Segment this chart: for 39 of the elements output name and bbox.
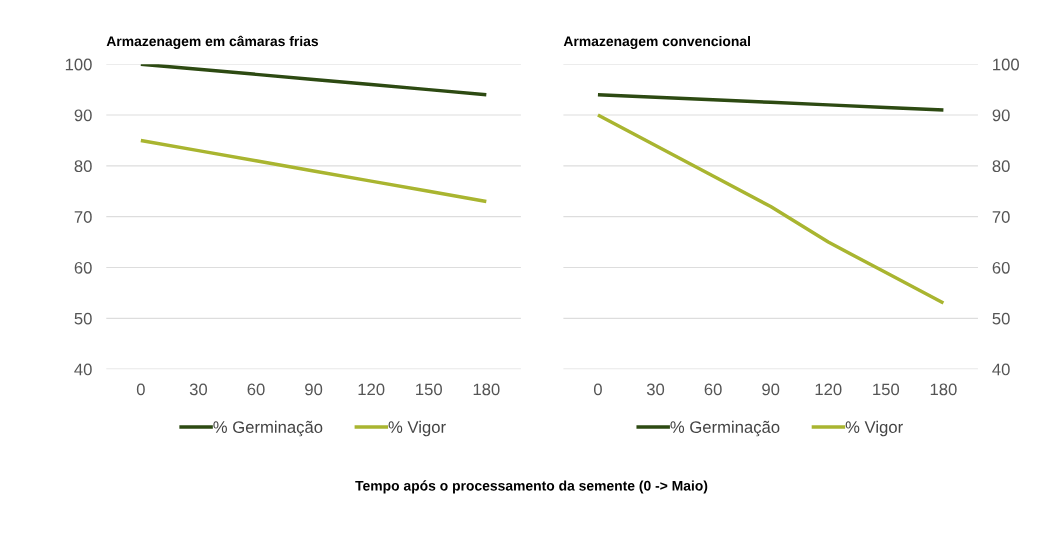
x-tick-label: 30 (646, 383, 665, 396)
y-tick-label: 50 (74, 312, 92, 325)
x-tick-label: 150 (873, 383, 900, 396)
x-tick-label: 120 (358, 383, 385, 396)
y-tick-label: 60 (992, 261, 1010, 274)
y-tick-label: 40 (992, 363, 1010, 376)
line-series (139, 64, 489, 97)
chart-title: Armazenagem convencional (563, 35, 750, 49)
x-tick-label: 0 (136, 383, 145, 396)
line-series (596, 113, 946, 305)
legend-label: % Germinação (213, 420, 323, 437)
y-tick-label: 80 (992, 160, 1010, 173)
line-series (596, 92, 946, 112)
y-tick-label: 70 (992, 211, 1010, 223)
chart-title: Armazenagem em câmaras frias (106, 35, 319, 49)
y-tick-label: 70 (74, 211, 92, 223)
x-tick-label: 180 (473, 383, 500, 396)
x-tick-label: 120 (815, 383, 842, 396)
y-tick-label: 60 (74, 261, 92, 274)
x-tick-label: 90 (762, 383, 780, 396)
x-tick-label: 180 (930, 383, 957, 396)
y-tick-label: 50 (992, 312, 1010, 325)
x-tick-label: 60 (704, 383, 722, 396)
x-tick-label: 150 (416, 383, 442, 396)
text: Tempo após o processamento da semente (0 -> Maio) (355, 480, 708, 494)
y-tick-label: 100 (993, 58, 1019, 71)
x-tick-label: 90 (305, 383, 323, 396)
y-tick-label: 90 (74, 109, 92, 122)
y-tick-label: 90 (992, 109, 1010, 122)
x-tick-label: 60 (247, 383, 265, 396)
legend-label: % Vigor (388, 420, 446, 437)
legend-label: % Germinação (670, 420, 780, 437)
x-tick-label: 0 (593, 383, 602, 396)
legend-label: % Vigor (845, 420, 903, 437)
y-tick-label: 100 (65, 58, 92, 71)
y-tick-label: 80 (74, 160, 92, 173)
y-tick-label: 40 (74, 363, 92, 376)
line-series (139, 138, 489, 204)
x-tick-label: 30 (189, 383, 208, 396)
